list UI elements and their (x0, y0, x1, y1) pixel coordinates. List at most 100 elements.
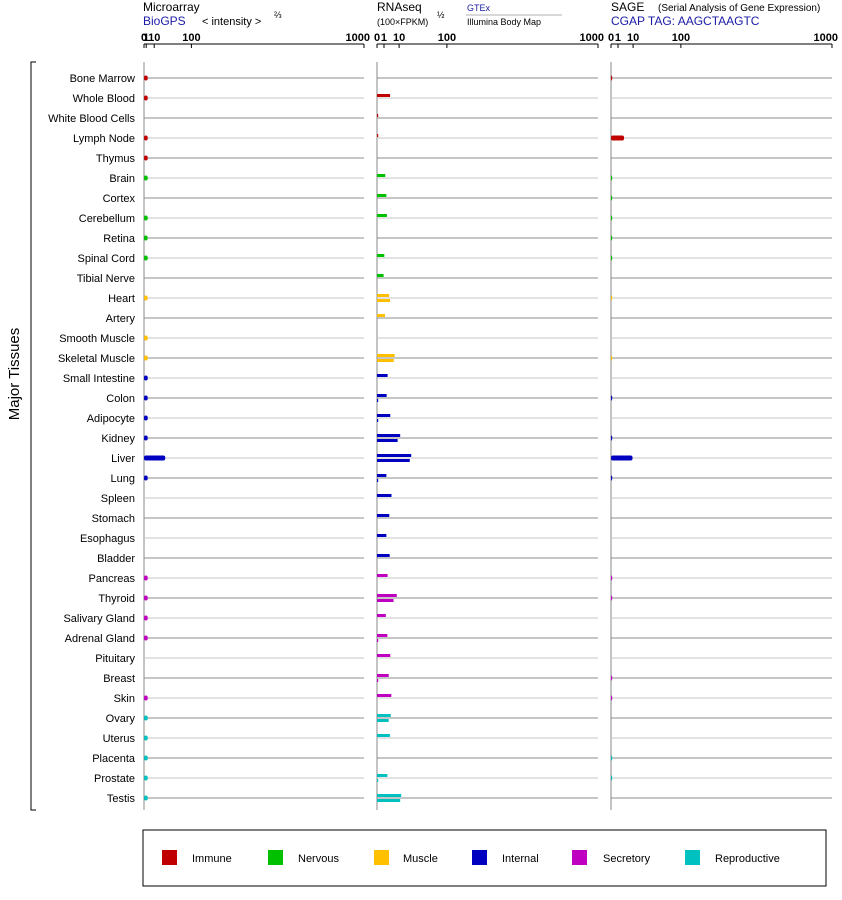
sage-tag-label: CGAP TAG: AAGCTAAGTC (611, 14, 760, 28)
microarray-tick-label: 1000 (346, 32, 370, 44)
legend-label-secretory: Secretory (603, 853, 651, 865)
microarray-scale-label: < intensity > (202, 16, 261, 28)
rnaseq-bar-cerebellum-gtex (377, 214, 387, 217)
rnaseq-bar-breast-gtex (377, 674, 389, 677)
tissue-label: Brain (109, 173, 135, 185)
sage-bar-skin (611, 695, 613, 701)
sage-bar-prostate (611, 775, 613, 781)
rnaseq-title: RNAseq (377, 0, 422, 14)
sage-bar-brain (611, 175, 613, 181)
sage-bar-spinal-cord (611, 255, 613, 261)
legend-swatch-muscle (374, 850, 389, 865)
rnaseq-bar-artery-gtex (377, 314, 385, 317)
microarray-bar-skin (144, 695, 148, 701)
tissue-label: Retina (103, 233, 136, 245)
microarray-tick-label: 0 (141, 32, 147, 44)
rnaseq-bar-adrenal-gland-gtex (377, 634, 388, 637)
microarray-tick-label: 1 (143, 32, 149, 44)
legend-label-immune: Immune (192, 853, 232, 865)
rnaseq-bar-ovary-gtex (377, 714, 391, 717)
sage-bar-liver (611, 455, 633, 461)
rnaseq-bar-whole-blood-gtex (377, 94, 391, 97)
sage-subtitle: (Serial Analysis of Gene Expression) (658, 3, 820, 14)
tissue-label: Spleen (101, 493, 135, 505)
rnaseq-bar-pancreas-gtex (377, 574, 388, 577)
tissue-label: Skin (114, 693, 135, 705)
tissue-label: Artery (106, 313, 136, 325)
sage-tick-label: 100 (672, 32, 690, 44)
rnaseq-bar-pituitary-gtex (377, 654, 391, 657)
tissue-label: Uterus (103, 733, 136, 745)
sage-tick-label: 1000 (814, 32, 838, 44)
rnaseq-bar-white-blood-cells-gtex (377, 114, 379, 117)
tissue-label: White Blood Cells (48, 113, 135, 125)
rnaseq-bar-small-intestine-gtex (377, 374, 388, 377)
microarray-bar-liver (144, 455, 166, 461)
tissue-label: Whole Blood (73, 93, 135, 105)
rnaseq-bar-heart-gtex (377, 294, 390, 297)
sage-bar-cortex (611, 195, 613, 201)
rnaseq-bar-skeletal-muscle-ibm (377, 359, 394, 362)
rnaseq-bar-adipocyte-ibm (377, 419, 379, 422)
tissue-label: Adrenal Gland (65, 633, 135, 645)
rnaseq-bar-uterus-gtex (377, 734, 390, 737)
tissue-label: Thymus (96, 153, 136, 165)
tissue-label: Kidney (101, 433, 135, 445)
rnaseq-bar-prostate-gtex (377, 774, 388, 777)
tissue-label: Liver (111, 453, 135, 465)
legend-label-muscle: Muscle (403, 853, 438, 865)
microarray-bar-uterus (144, 735, 148, 741)
rnaseq-bar-testis-gtex (377, 794, 402, 797)
tissue-label: Esophagus (80, 533, 136, 545)
rnaseq-bar-adipocyte-gtex (377, 414, 391, 417)
rnaseq-bar-heart-ibm (377, 299, 391, 302)
rnaseq-tick-label: 1 (381, 32, 387, 44)
sage-bar-lung (611, 475, 613, 481)
tissue-label: Skeletal Muscle (58, 353, 135, 365)
microarray-bar-heart (144, 295, 148, 301)
sage-bar-lymph-node (611, 135, 625, 141)
sage-tick-label: 10 (627, 32, 639, 44)
tissue-label: Cortex (103, 193, 136, 205)
microarray-bar-adipocyte (144, 415, 148, 421)
sage-bar-cerebellum (611, 215, 613, 221)
rnaseq-scale-label: (100×FPKM) (377, 17, 428, 27)
rnaseq-bar-tibial-nerve-gtex (377, 274, 384, 277)
microarray-bar-lymph-node (144, 135, 148, 141)
sage-bar-placenta (611, 755, 613, 761)
rnaseq-bar-bladder-gtex (377, 554, 390, 557)
tissue-label: Pancreas (89, 573, 136, 585)
sage-bar-heart (611, 295, 613, 301)
rnaseq-bar-lung-ibm (377, 479, 379, 482)
microarray-bar-lung (144, 475, 148, 481)
tissue-label: Tibial Nerve (77, 273, 135, 285)
rnaseq-bar-liver-gtex (377, 454, 412, 457)
microarray-bar-thymus (144, 155, 148, 161)
rnaseq-bar-colon-gtex (377, 394, 387, 397)
rnaseq-bar-thyroid-ibm (377, 599, 394, 602)
microarray-scale-exponent: ⅔ (274, 10, 282, 20)
sage-bar-skeletal-muscle (611, 355, 613, 361)
legend-label-nervous: Nervous (298, 853, 339, 865)
tissue-label: Stomach (92, 513, 135, 525)
microarray-bar-retina (144, 235, 148, 241)
legend-label-reproductive: Reproductive (715, 853, 780, 865)
microarray-bar-small-intestine (144, 375, 148, 381)
tissue-label: Prostate (94, 773, 135, 785)
tissue-label: Ovary (106, 713, 136, 725)
microarray-source: BioGPS (143, 14, 186, 28)
microarray-title: Microarray (143, 0, 200, 14)
rnaseq-source-ibm: Illumina Body Map (467, 17, 541, 27)
rnaseq-bar-skin-gtex (377, 694, 392, 697)
legend-swatch-secretory (572, 850, 587, 865)
microarray-bar-smooth-muscle (144, 335, 148, 341)
microarray-bar-bone-marrow (144, 75, 148, 81)
sage-bar-colon (611, 395, 613, 401)
tissue-label: Breast (103, 673, 135, 685)
sage-bar-bone-marrow (611, 75, 613, 81)
tissue-label: Small Intestine (63, 373, 135, 385)
tissue-label: Colon (106, 393, 135, 405)
microarray-tick-label: 100 (182, 32, 200, 44)
microarray-bar-colon (144, 395, 148, 401)
rnaseq-bar-spinal-cord-gtex (377, 254, 385, 257)
